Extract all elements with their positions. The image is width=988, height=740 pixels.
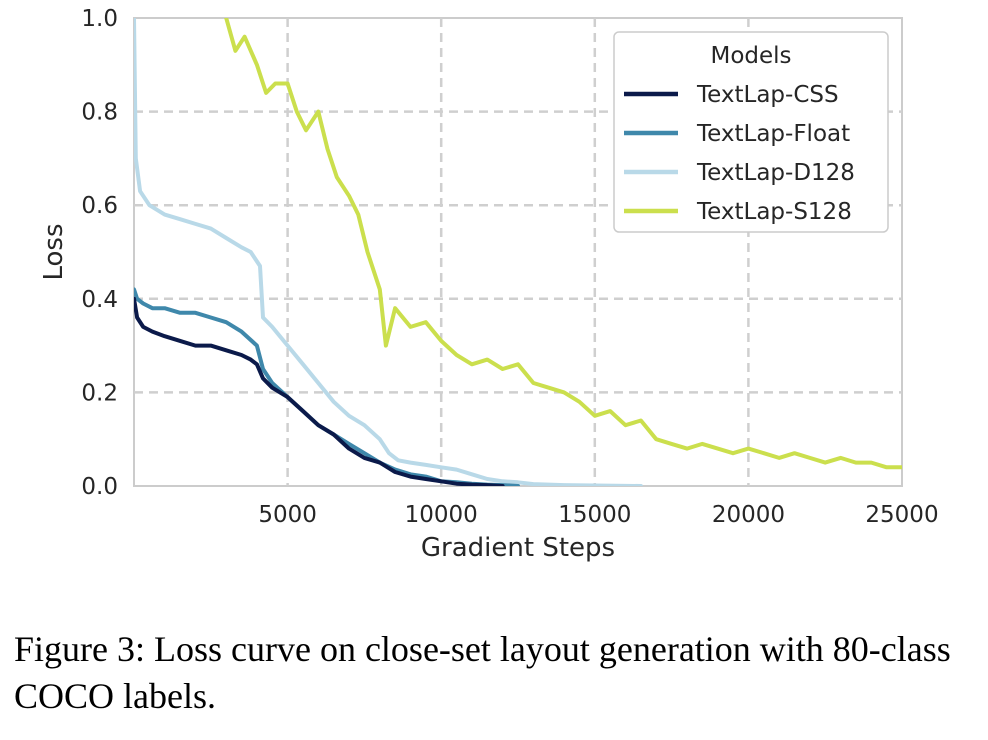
legend-label: TextLap-Float [696, 121, 850, 147]
x-tick-label: 15000 [558, 502, 631, 528]
x-tick-label: 5000 [258, 502, 317, 528]
tick-labels: 5000 10000 15000 20000 25000 0.0 0.2 0.4 0.6 0.8 1… [81, 6, 938, 528]
x-tick-label: 10000 [405, 502, 478, 528]
y-axis-title: Loss [39, 223, 69, 280]
series-line-textlap-d128 [134, 18, 643, 486]
x-tick-label: 25000 [865, 502, 938, 528]
y-tick-label: 0.2 [81, 380, 118, 406]
x-tick-label: 20000 [712, 502, 785, 528]
series-line-textlap-css [134, 296, 505, 486]
x-axis-title: Gradient Steps [421, 533, 615, 563]
y-tick-label: 1.0 [81, 6, 118, 32]
legend-label: TextLap-CSS [696, 82, 839, 108]
figure-caption: Figure 3: Loss curve on close-set layout… [14, 629, 951, 716]
y-tick-label: 0.0 [81, 474, 118, 500]
legend-title: Models [710, 43, 791, 69]
loss-chart: 5000 10000 15000 20000 25000 0.0 0.2 0.4 0.6 0.8 1… [39, 6, 939, 563]
legend-label: TextLap-D128 [696, 160, 855, 186]
legend-label: TextLap-S128 [696, 199, 852, 225]
legend-box [613, 31, 889, 233]
y-tick-label: 0.6 [81, 193, 118, 219]
y-tick-label: 0.8 [81, 100, 118, 126]
series-line-textlap-s128 [224, 18, 902, 470]
series-layer [134, 18, 902, 486]
legend: Models TextLap-CSS TextLap-Float TextLap-D… [613, 31, 889, 233]
y-tick-label: 0.4 [81, 287, 118, 313]
